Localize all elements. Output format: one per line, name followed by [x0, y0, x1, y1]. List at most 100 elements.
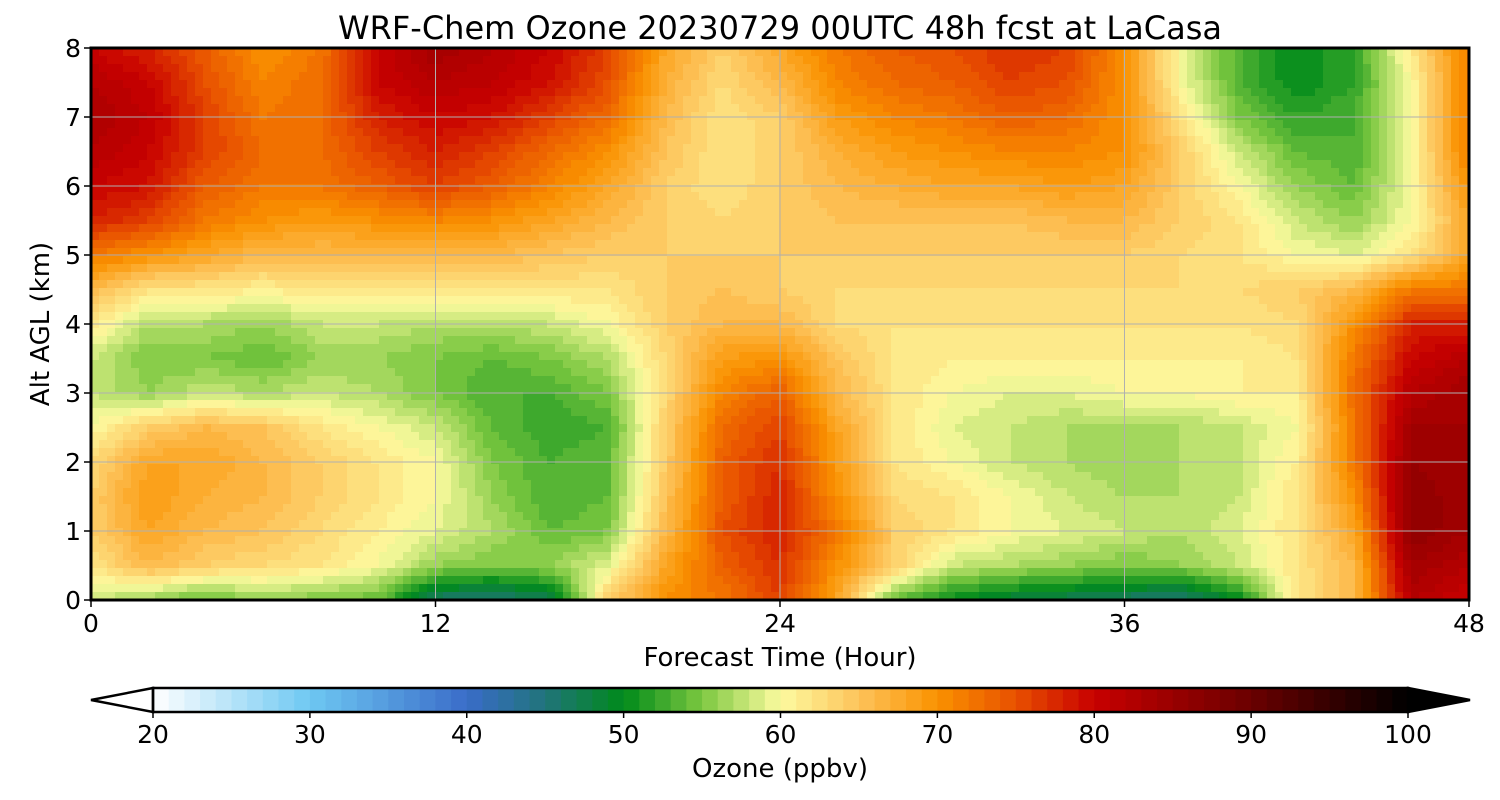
heatmap-cell	[1075, 256, 1084, 265]
heatmap-cell	[963, 112, 972, 121]
heatmap-cell	[507, 112, 516, 121]
heatmap-cell	[571, 72, 580, 81]
heatmap-cell	[891, 136, 900, 145]
heatmap-cell	[1083, 176, 1092, 185]
heatmap-cell	[379, 224, 388, 233]
heatmap-cell	[939, 64, 948, 73]
heatmap-cell	[747, 216, 756, 225]
heatmap-cell	[763, 104, 772, 113]
heatmap-cell	[467, 216, 476, 225]
heatmap-cell	[939, 200, 948, 209]
heatmap-cell	[179, 208, 188, 217]
heatmap-cell	[843, 184, 852, 193]
heatmap-cell	[411, 232, 420, 241]
heatmap-cell	[747, 160, 756, 169]
heatmap-cell	[1243, 184, 1252, 193]
heatmap-cell	[259, 240, 268, 249]
heatmap-cell	[411, 176, 420, 185]
heatmap-cell	[251, 256, 260, 265]
heatmap-cell	[747, 272, 756, 281]
heatmap-cell	[347, 72, 356, 81]
heatmap-cell	[851, 248, 860, 257]
heatmap-cell	[235, 96, 244, 105]
heatmap-cell	[915, 96, 924, 105]
heatmap-cell	[1307, 64, 1316, 73]
heatmap-cell	[1275, 112, 1284, 121]
heatmap-cell	[1459, 120, 1468, 129]
heatmap-cell	[715, 176, 724, 185]
heatmap-cell	[1211, 240, 1220, 249]
heatmap-cell	[1227, 136, 1236, 145]
heatmap-cell	[235, 216, 244, 225]
heatmap-cell	[811, 152, 820, 161]
heatmap-cell	[523, 248, 532, 257]
heatmap-cell	[555, 96, 564, 105]
heatmap-cell	[147, 160, 156, 169]
heatmap-cell	[899, 168, 908, 177]
heatmap-cell	[987, 176, 996, 185]
heatmap-cell	[1275, 104, 1284, 113]
heatmap-cell	[99, 96, 108, 105]
heatmap-cell	[323, 248, 332, 257]
heatmap-cell	[139, 248, 148, 257]
heatmap-cell	[107, 192, 116, 201]
heatmap-cell	[755, 240, 764, 249]
heatmap-cell	[1107, 112, 1116, 121]
heatmap-cell	[1091, 64, 1100, 73]
heatmap-cell	[619, 272, 628, 281]
heatmap-cell	[1051, 120, 1060, 129]
heatmap-cell	[1211, 256, 1220, 265]
heatmap-cell	[299, 104, 308, 113]
heatmap-cell	[267, 120, 276, 129]
heatmap-cell	[779, 176, 788, 185]
heatmap-cell	[1171, 48, 1180, 57]
heatmap-cell	[1187, 192, 1196, 201]
heatmap-cell	[1299, 136, 1308, 145]
heatmap-cell	[131, 112, 140, 121]
heatmap-cell	[555, 272, 564, 281]
heatmap-cell	[411, 216, 420, 225]
heatmap-cell	[723, 136, 732, 145]
heatmap-cell	[451, 120, 460, 129]
heatmap-cell	[1355, 104, 1364, 113]
heatmap-cell	[539, 104, 548, 113]
heatmap-cell	[91, 200, 100, 209]
heatmap-cell	[395, 192, 404, 201]
heatmap-cell	[259, 232, 268, 241]
heatmap-cell	[723, 152, 732, 161]
heatmap-cell	[1179, 120, 1188, 129]
heatmap-cell	[395, 272, 404, 281]
heatmap-cell	[1179, 128, 1188, 137]
heatmap-cell	[707, 200, 716, 209]
heatmap-cell	[403, 184, 412, 193]
heatmap-cell	[771, 272, 780, 281]
heatmap-cell	[923, 240, 932, 249]
heatmap-cell	[299, 80, 308, 89]
heatmap-cell	[907, 88, 916, 97]
heatmap-cell	[491, 224, 500, 233]
heatmap-cell	[1203, 168, 1212, 177]
heatmap-cell	[683, 120, 692, 129]
heatmap-cell	[787, 160, 796, 169]
heatmap-cell	[1371, 256, 1380, 265]
heatmap-cell	[723, 256, 732, 265]
heatmap-cell	[1395, 176, 1404, 185]
heatmap-cell	[995, 152, 1004, 161]
heatmap-cell	[1195, 184, 1204, 193]
heatmap-cell	[707, 216, 716, 225]
heatmap-cell	[515, 104, 524, 113]
heatmap-cell	[291, 64, 300, 73]
heatmap-cell	[755, 200, 764, 209]
heatmap-cell	[291, 80, 300, 89]
heatmap-cell	[635, 72, 644, 81]
heatmap-cell	[787, 80, 796, 89]
heatmap-cell	[1291, 216, 1300, 225]
heatmap-cell	[891, 64, 900, 73]
heatmap-cell	[499, 48, 508, 57]
heatmap-cell	[1403, 56, 1412, 65]
heatmap-cell	[755, 192, 764, 201]
heatmap-cell	[819, 128, 828, 137]
heatmap-cell	[515, 112, 524, 121]
heatmap-cell	[1363, 160, 1372, 169]
heatmap-cell	[1275, 248, 1284, 257]
